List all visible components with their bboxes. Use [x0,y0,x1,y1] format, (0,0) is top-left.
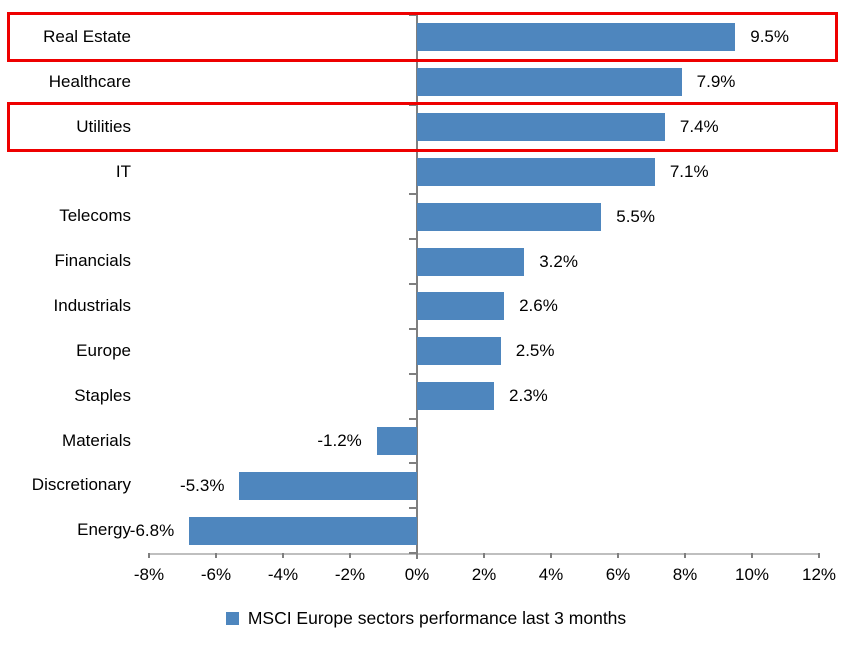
bar [417,202,602,231]
category-label: Utilities [76,116,131,136]
legend-label: MSCI Europe sectors performance last 3 m… [247,608,627,628]
y-axis-tick [408,238,416,241]
value-label: -5.3% [180,475,225,495]
x-axis-tick [617,553,619,558]
legend-marker-icon [225,612,239,625]
x-tick-label: -8% [133,565,165,584]
highlight-box [7,12,838,63]
x-axis-tick [148,553,150,558]
y-axis-tick [408,462,416,465]
bar [239,471,417,500]
y-axis-tick [408,283,416,285]
category-label: Europe [76,340,131,360]
bar [417,157,655,186]
bar [417,23,736,52]
x-tick-label: 12% [801,565,837,584]
category-label: IT [115,161,131,181]
y-axis-tick [408,552,416,554]
value-label: 9.5% [750,27,789,47]
category-label: Real Estate [43,27,131,46]
bar [417,113,665,142]
y-axis-line [415,15,418,559]
y-axis-tick [408,417,416,420]
bar [417,382,495,411]
category-label: Telecoms [59,206,131,226]
y-axis-tick [408,372,416,375]
y-axis-tick [408,507,416,510]
category-label: Industrials [53,296,131,315]
x-tick-label: 4% [538,565,564,584]
highlight-box [7,101,838,152]
x-tick-label: -6% [200,565,232,584]
x-axis-tick [684,553,686,558]
x-tick-label: 2% [471,565,497,584]
value-label: 2.6% [519,296,558,316]
value-label: 2.5% [515,341,555,361]
x-axis-tick [349,553,351,558]
x-tick-label: -4% [267,565,299,584]
x-tick-label: 6% [605,565,631,584]
x-axis-tick [483,553,485,558]
x-tick-label: 10% [734,565,770,584]
category-label: Energy [77,520,131,540]
x-axis-tick [282,553,284,558]
value-label: 7.1% [669,161,709,181]
bar [417,292,505,321]
value-label: 7.4% [679,117,719,137]
x-axis-tick [751,553,753,558]
bar [417,68,682,97]
y-axis-tick [408,327,416,330]
value-label: 3.2% [539,251,578,271]
x-tick-label: 8% [672,565,698,584]
value-label: 2.3% [509,386,548,406]
x-axis-tick [215,553,217,558]
value-label: -1.2% [317,430,362,450]
category-label: Healthcare [48,71,131,91]
x-axis-tick [818,553,820,558]
x-axis-tick [550,553,552,558]
bar [376,426,417,455]
bar [417,247,525,276]
value-label: -6.8% [129,520,175,540]
category-label: Materials [62,430,131,450]
y-axis-tick [408,193,416,196]
bar [189,516,417,545]
x-tick-label: -2% [334,565,366,584]
category-label: Discretionary [31,475,131,495]
value-label: 7.9% [696,72,736,92]
value-label: 5.5% [616,206,655,226]
x-tick-label: 0% [404,565,430,584]
category-label: Financials [54,251,131,271]
category-label: Staples [74,385,131,405]
legend: MSCI Europe sectors performance last 3 m… [0,608,852,629]
bar [417,337,501,366]
